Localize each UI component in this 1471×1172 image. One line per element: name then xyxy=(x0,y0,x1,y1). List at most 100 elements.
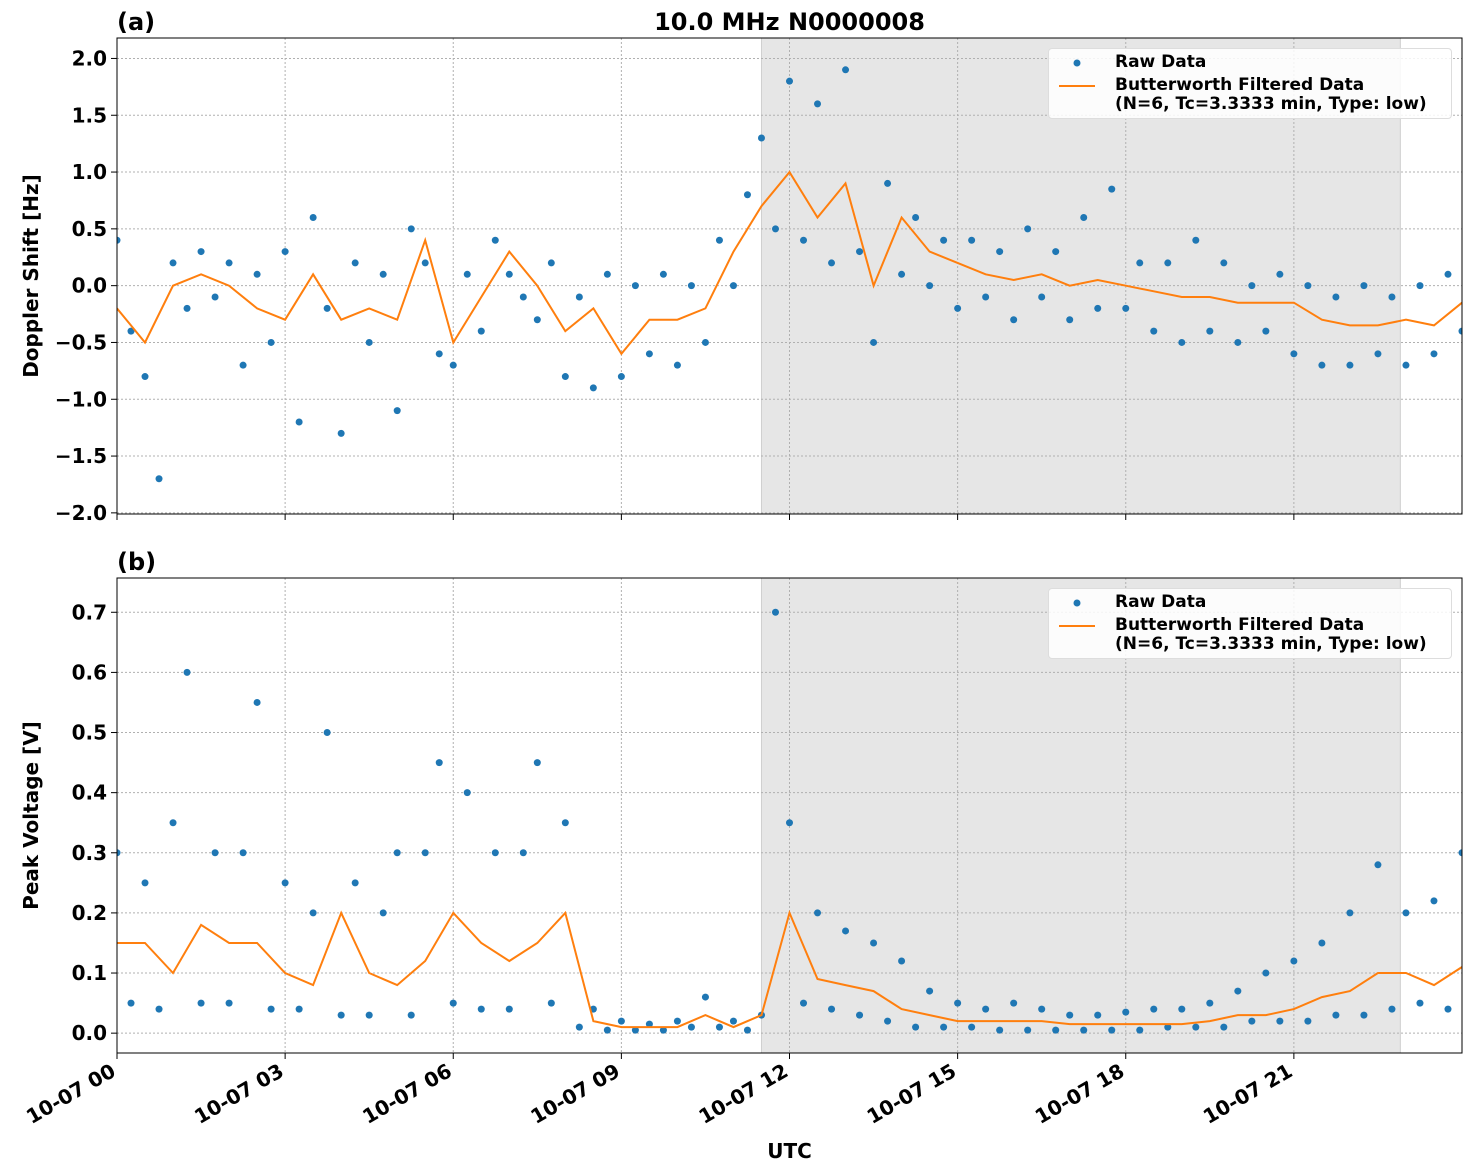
legend-swatch xyxy=(1073,599,1081,607)
raw-point xyxy=(926,987,934,995)
raw-point xyxy=(1374,350,1382,358)
raw-point xyxy=(1080,1026,1088,1034)
raw-point xyxy=(1318,939,1326,947)
raw-point xyxy=(757,134,765,142)
raw-point xyxy=(603,1026,611,1034)
raw-point xyxy=(1402,361,1410,369)
raw-point xyxy=(982,1005,990,1013)
raw-point xyxy=(1220,1023,1228,1031)
raw-point xyxy=(870,939,878,947)
y-tick-label: −1.0 xyxy=(55,387,107,411)
panel-label: (b) xyxy=(117,548,156,576)
raw-point xyxy=(659,1026,667,1034)
raw-point xyxy=(940,236,948,244)
raw-point xyxy=(968,236,976,244)
raw-point xyxy=(968,1023,976,1031)
raw-point xyxy=(1388,1005,1396,1013)
raw-point xyxy=(547,999,555,1007)
legend-key xyxy=(1057,616,1097,635)
raw-point xyxy=(1346,909,1354,917)
raw-point xyxy=(365,338,373,346)
y-tick-label: −2.0 xyxy=(55,501,107,525)
raw-point xyxy=(407,1011,415,1019)
raw-point xyxy=(617,373,625,381)
raw-point xyxy=(309,909,317,917)
raw-point xyxy=(1290,957,1298,965)
raw-point xyxy=(463,270,471,278)
raw-point xyxy=(940,1023,948,1031)
y-axis-label: Doppler Shift [Hz] xyxy=(19,174,43,378)
legend-entry: Butterworth Filtered Data (N=6, Tc=3.333… xyxy=(1057,616,1443,654)
raw-point xyxy=(743,1026,751,1034)
y-tick-label: 0.2 xyxy=(72,901,107,925)
raw-point xyxy=(463,789,471,797)
raw-point xyxy=(884,179,892,187)
raw-point xyxy=(996,248,1004,256)
raw-point xyxy=(1108,1026,1116,1034)
raw-point xyxy=(912,213,920,221)
raw-point xyxy=(828,1005,836,1013)
legend-marker xyxy=(1073,59,1081,67)
raw-point xyxy=(1038,1005,1046,1013)
raw-point xyxy=(337,429,345,437)
raw-point xyxy=(1122,1008,1130,1016)
raw-point xyxy=(1360,1011,1368,1019)
legend: Raw Data Butterworth Filtered Data (N=6, … xyxy=(1048,48,1452,119)
x-axis-label: UTC xyxy=(767,1139,812,1163)
legend-swatch xyxy=(1073,59,1081,67)
raw-point xyxy=(183,304,191,312)
y-tick-label: 1.5 xyxy=(72,103,107,127)
raw-point xyxy=(1192,236,1200,244)
raw-point xyxy=(1444,1005,1452,1013)
raw-point xyxy=(1262,969,1270,977)
legend-swatch xyxy=(1059,85,1095,87)
x-tick-label: 10-07 18 xyxy=(1031,1059,1129,1129)
raw-point xyxy=(1360,282,1368,290)
raw-point xyxy=(169,259,177,267)
raw-point xyxy=(701,993,709,1001)
y-axis-label: Peak Voltage [V] xyxy=(19,721,43,910)
raw-point xyxy=(729,1017,737,1025)
raw-point xyxy=(1108,185,1116,193)
raw-point xyxy=(197,999,205,1007)
raw-point xyxy=(117,849,121,857)
axes-frame xyxy=(116,577,1463,1054)
x-tick-label: 10-07 21 xyxy=(1199,1059,1297,1129)
raw-point xyxy=(645,350,653,358)
raw-point xyxy=(954,304,962,312)
raw-point xyxy=(1066,316,1074,324)
legend-label: Butterworth Filtered Data (N=6, Tc=3.333… xyxy=(1115,75,1427,114)
raw-point xyxy=(491,849,499,857)
legend-key xyxy=(1057,53,1097,72)
raw-point xyxy=(351,259,359,267)
raw-point xyxy=(1220,259,1228,267)
y-tick-label: 0.6 xyxy=(72,660,107,684)
raw-point xyxy=(169,819,177,827)
raw-point xyxy=(996,1026,1004,1034)
raw-point xyxy=(421,849,429,857)
raw-point xyxy=(912,1023,920,1031)
raw-point xyxy=(1150,327,1158,335)
raw-point xyxy=(435,759,443,767)
raw-point xyxy=(842,927,850,935)
y-tick-label: −0.5 xyxy=(55,330,107,354)
raw-point xyxy=(1066,1011,1074,1019)
raw-point xyxy=(183,668,191,676)
legend-label: Butterworth Filtered Data (N=6, Tc=3.333… xyxy=(1115,615,1427,654)
raw-point xyxy=(1304,1017,1312,1025)
raw-point xyxy=(898,270,906,278)
raw-point xyxy=(211,849,219,857)
raw-point xyxy=(127,327,135,335)
x-tick-label: 10-07 00 xyxy=(22,1059,120,1129)
raw-point xyxy=(267,338,275,346)
legend-entry: Raw Data xyxy=(1057,53,1443,72)
raw-point xyxy=(337,1011,345,1019)
y-tick-label: 0.5 xyxy=(72,721,107,745)
raw-point xyxy=(954,999,962,1007)
raw-point xyxy=(1150,1005,1158,1013)
y-tick-label: −1.5 xyxy=(55,444,107,468)
raw-point xyxy=(786,819,793,827)
raw-point xyxy=(1192,1023,1200,1031)
raw-point xyxy=(323,729,331,737)
